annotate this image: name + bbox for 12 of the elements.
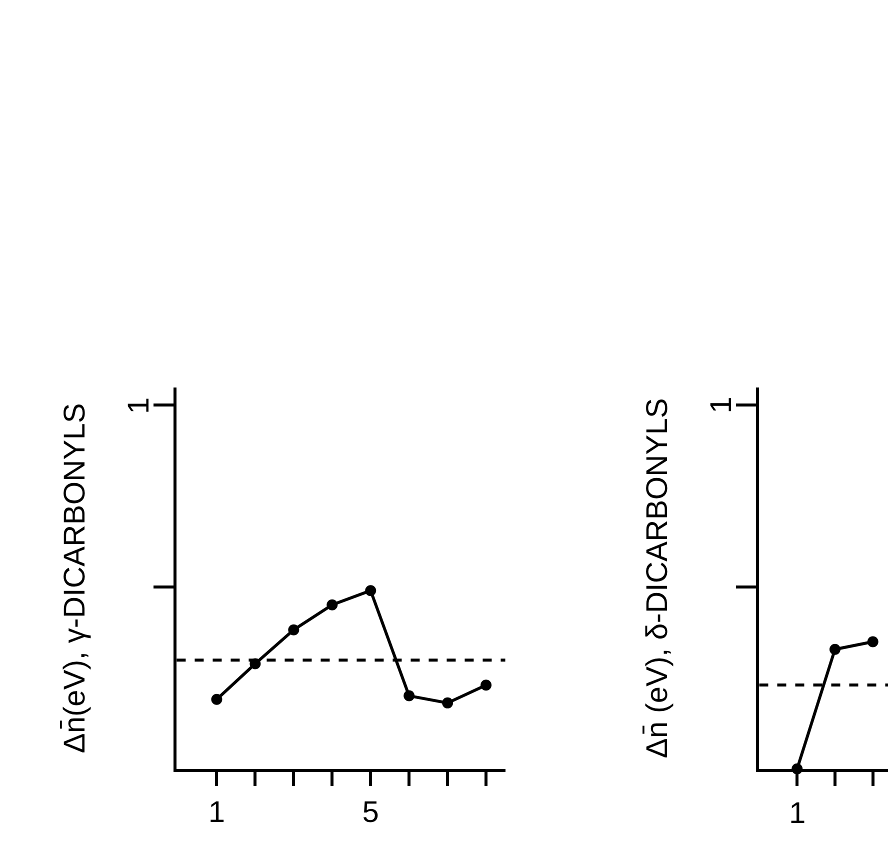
y-axis-title: Δn̄(eV), γ-DICARBONYLS — [58, 403, 92, 754]
point — [365, 585, 376, 596]
point — [442, 697, 454, 708]
point — [326, 599, 338, 610]
point — [211, 694, 222, 705]
point — [288, 624, 300, 636]
text: 1 — [705, 396, 738, 414]
y-axis-title: Δn̄ (eV), δ-DICARBONYLS — [641, 398, 674, 758]
point — [480, 680, 492, 691]
text: 1 — [122, 397, 156, 414]
x-tick-label: 5 — [362, 796, 379, 829]
point — [404, 690, 415, 702]
